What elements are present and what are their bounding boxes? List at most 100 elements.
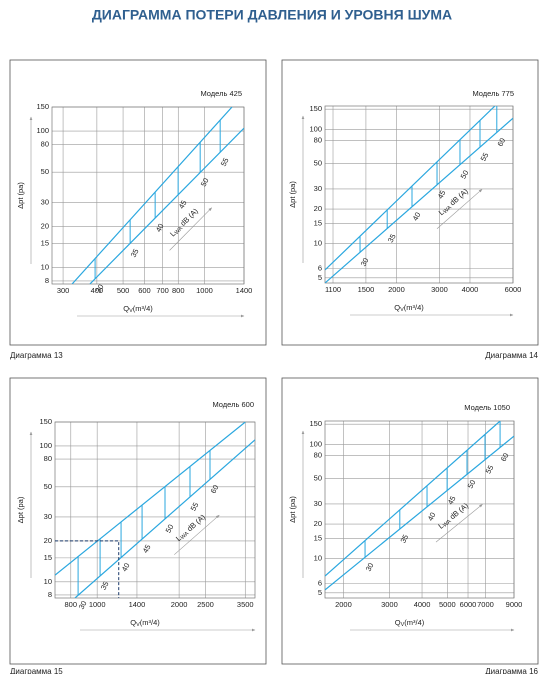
y-tick-label: 100 — [36, 126, 49, 135]
x-tick-label: 600 — [138, 286, 151, 295]
y-tick-label: 80 — [41, 139, 49, 148]
y-tick-label: 15 — [41, 239, 49, 248]
y-tick-label: 150 — [309, 104, 322, 113]
x-tick-label: 1400 — [129, 600, 146, 609]
y-tick-label: 10 — [41, 263, 49, 272]
plot-frame — [54, 421, 256, 599]
x-tick-label: 2000 — [388, 285, 405, 294]
x-tick-label: 1100 — [325, 285, 341, 294]
x-tick-label: 1400 — [236, 286, 253, 295]
pressure-line — [325, 435, 514, 591]
plot-frame — [51, 106, 245, 285]
noise-label: 45 — [436, 189, 448, 201]
x-tick-label: 2000 — [335, 600, 352, 609]
noise-label: 40 — [154, 222, 166, 234]
model-label: Модель 1050 — [464, 403, 510, 412]
y-tick-label: 15 — [44, 553, 52, 562]
noise-label: 55 — [479, 151, 491, 163]
y-axis-label: Δpt (pa) — [288, 496, 297, 523]
x-tick-label: 2000 — [171, 600, 188, 609]
y-tick-label: 100 — [39, 441, 52, 450]
noise-label: 40 — [426, 511, 438, 523]
diagram-caption: Диаграмма 14 — [485, 351, 538, 360]
y-axis-label: Δpt (pa) — [288, 181, 297, 208]
y-tick-label: 30 — [314, 499, 322, 508]
x-axis-label-main: Q — [123, 304, 129, 313]
y-tick-label: 100 — [309, 439, 322, 448]
noise-axis-label-sub: WA — [180, 531, 191, 541]
noise-label: 35 — [398, 533, 410, 545]
x-tick-label: 400 — [91, 286, 104, 295]
noise-label: 45 — [446, 494, 458, 506]
x-tick-label: 3000 — [431, 285, 448, 294]
x-tick-label: 1500 — [358, 285, 375, 294]
data-layer — [71, 107, 244, 284]
y-tick-label: 50 — [314, 159, 322, 168]
noise-label: 40 — [411, 211, 423, 223]
diagram-caption: Диаграмма 16 — [485, 667, 538, 674]
noise-axis-label-unit: dB (A) — [448, 186, 470, 207]
y-tick-label: 20 — [41, 222, 49, 231]
x-tick-label: 800 — [172, 286, 185, 295]
x-tick-label: 6000 — [505, 285, 522, 294]
y-tick-label: 6 — [318, 579, 322, 588]
y-tick-label: 30 — [44, 512, 52, 521]
data-layer — [55, 422, 255, 598]
data-layer — [325, 106, 513, 283]
noise-axis-arrow — [436, 188, 483, 229]
y-tick-label: 50 — [41, 167, 49, 176]
noise-axis-label: LWAdB (A) — [168, 206, 201, 239]
noise-axis-label-sub: WA — [174, 226, 185, 237]
model-label: Модель 600 — [212, 400, 254, 409]
y-tick-label: 15 — [314, 533, 322, 542]
noise-axis-label-main: L — [436, 521, 445, 531]
x-tick-label: 4000 — [414, 600, 431, 609]
chart-panel: Модель 425 300 400 500 600 700 800 1000 1400 8 10 1… — [9, 59, 267, 346]
x-tick-label: 7000 — [477, 600, 494, 609]
x-axis-label-main: Q — [394, 303, 400, 312]
x-tick-label: 700 — [156, 286, 169, 295]
x-axis-label: QV(m³/4) — [130, 618, 160, 628]
model-label: Модель 425 — [200, 89, 242, 98]
pressure-line — [89, 127, 244, 284]
noise-axis-arrow — [174, 514, 220, 555]
pressure-line — [74, 439, 255, 598]
data-layer — [325, 421, 514, 591]
noise-label: 55 — [219, 156, 231, 168]
noise-axis-arrow — [435, 504, 483, 543]
noise-label: 30 — [94, 283, 106, 295]
noise-axis-label-main: L — [168, 229, 177, 238]
diagram-caption: Диаграмма 13 — [10, 351, 63, 360]
y-tick-label: 20 — [314, 204, 322, 213]
plot-frame — [324, 105, 514, 284]
y-tick-label: 50 — [314, 474, 322, 483]
x-tick-label: 1000 — [196, 286, 213, 295]
y-tick-label: 20 — [314, 519, 322, 528]
y-tick-label: 10 — [314, 553, 322, 562]
noise-axis-label-main: L — [174, 534, 183, 544]
y-axis-label: Δpt (pa) — [16, 182, 25, 209]
noise-label: 55 — [189, 501, 201, 513]
y-tick-label: 30 — [314, 184, 322, 193]
y-tick-label: 15 — [314, 218, 322, 227]
y-tick-label: 80 — [314, 135, 322, 144]
y-tick-label: 150 — [36, 102, 49, 111]
noise-label: 50 — [466, 478, 478, 490]
y-tick-label: 10 — [44, 577, 52, 586]
x-axis-label-main: Q — [130, 618, 136, 627]
x-tick-label: 5000 — [439, 600, 456, 609]
x-tick-label: 3000 — [381, 600, 398, 609]
noise-label: 35 — [99, 580, 111, 592]
noise-label: 60 — [209, 483, 221, 495]
x-axis-label-main: Q — [395, 618, 401, 627]
y-axis-label: Δpt (pa) — [16, 496, 25, 523]
noise-label: 60 — [495, 136, 507, 148]
panel-frame — [9, 377, 267, 665]
x-axis-label: QV(m³/4) — [123, 304, 153, 314]
pressure-line — [325, 106, 496, 271]
chart-panel: Модель 1050 2000 3000 4000 5000 6000 7000 9000 5… — [281, 377, 539, 665]
plot-frame — [324, 420, 515, 599]
x-tick-label: 9000 — [506, 600, 523, 609]
